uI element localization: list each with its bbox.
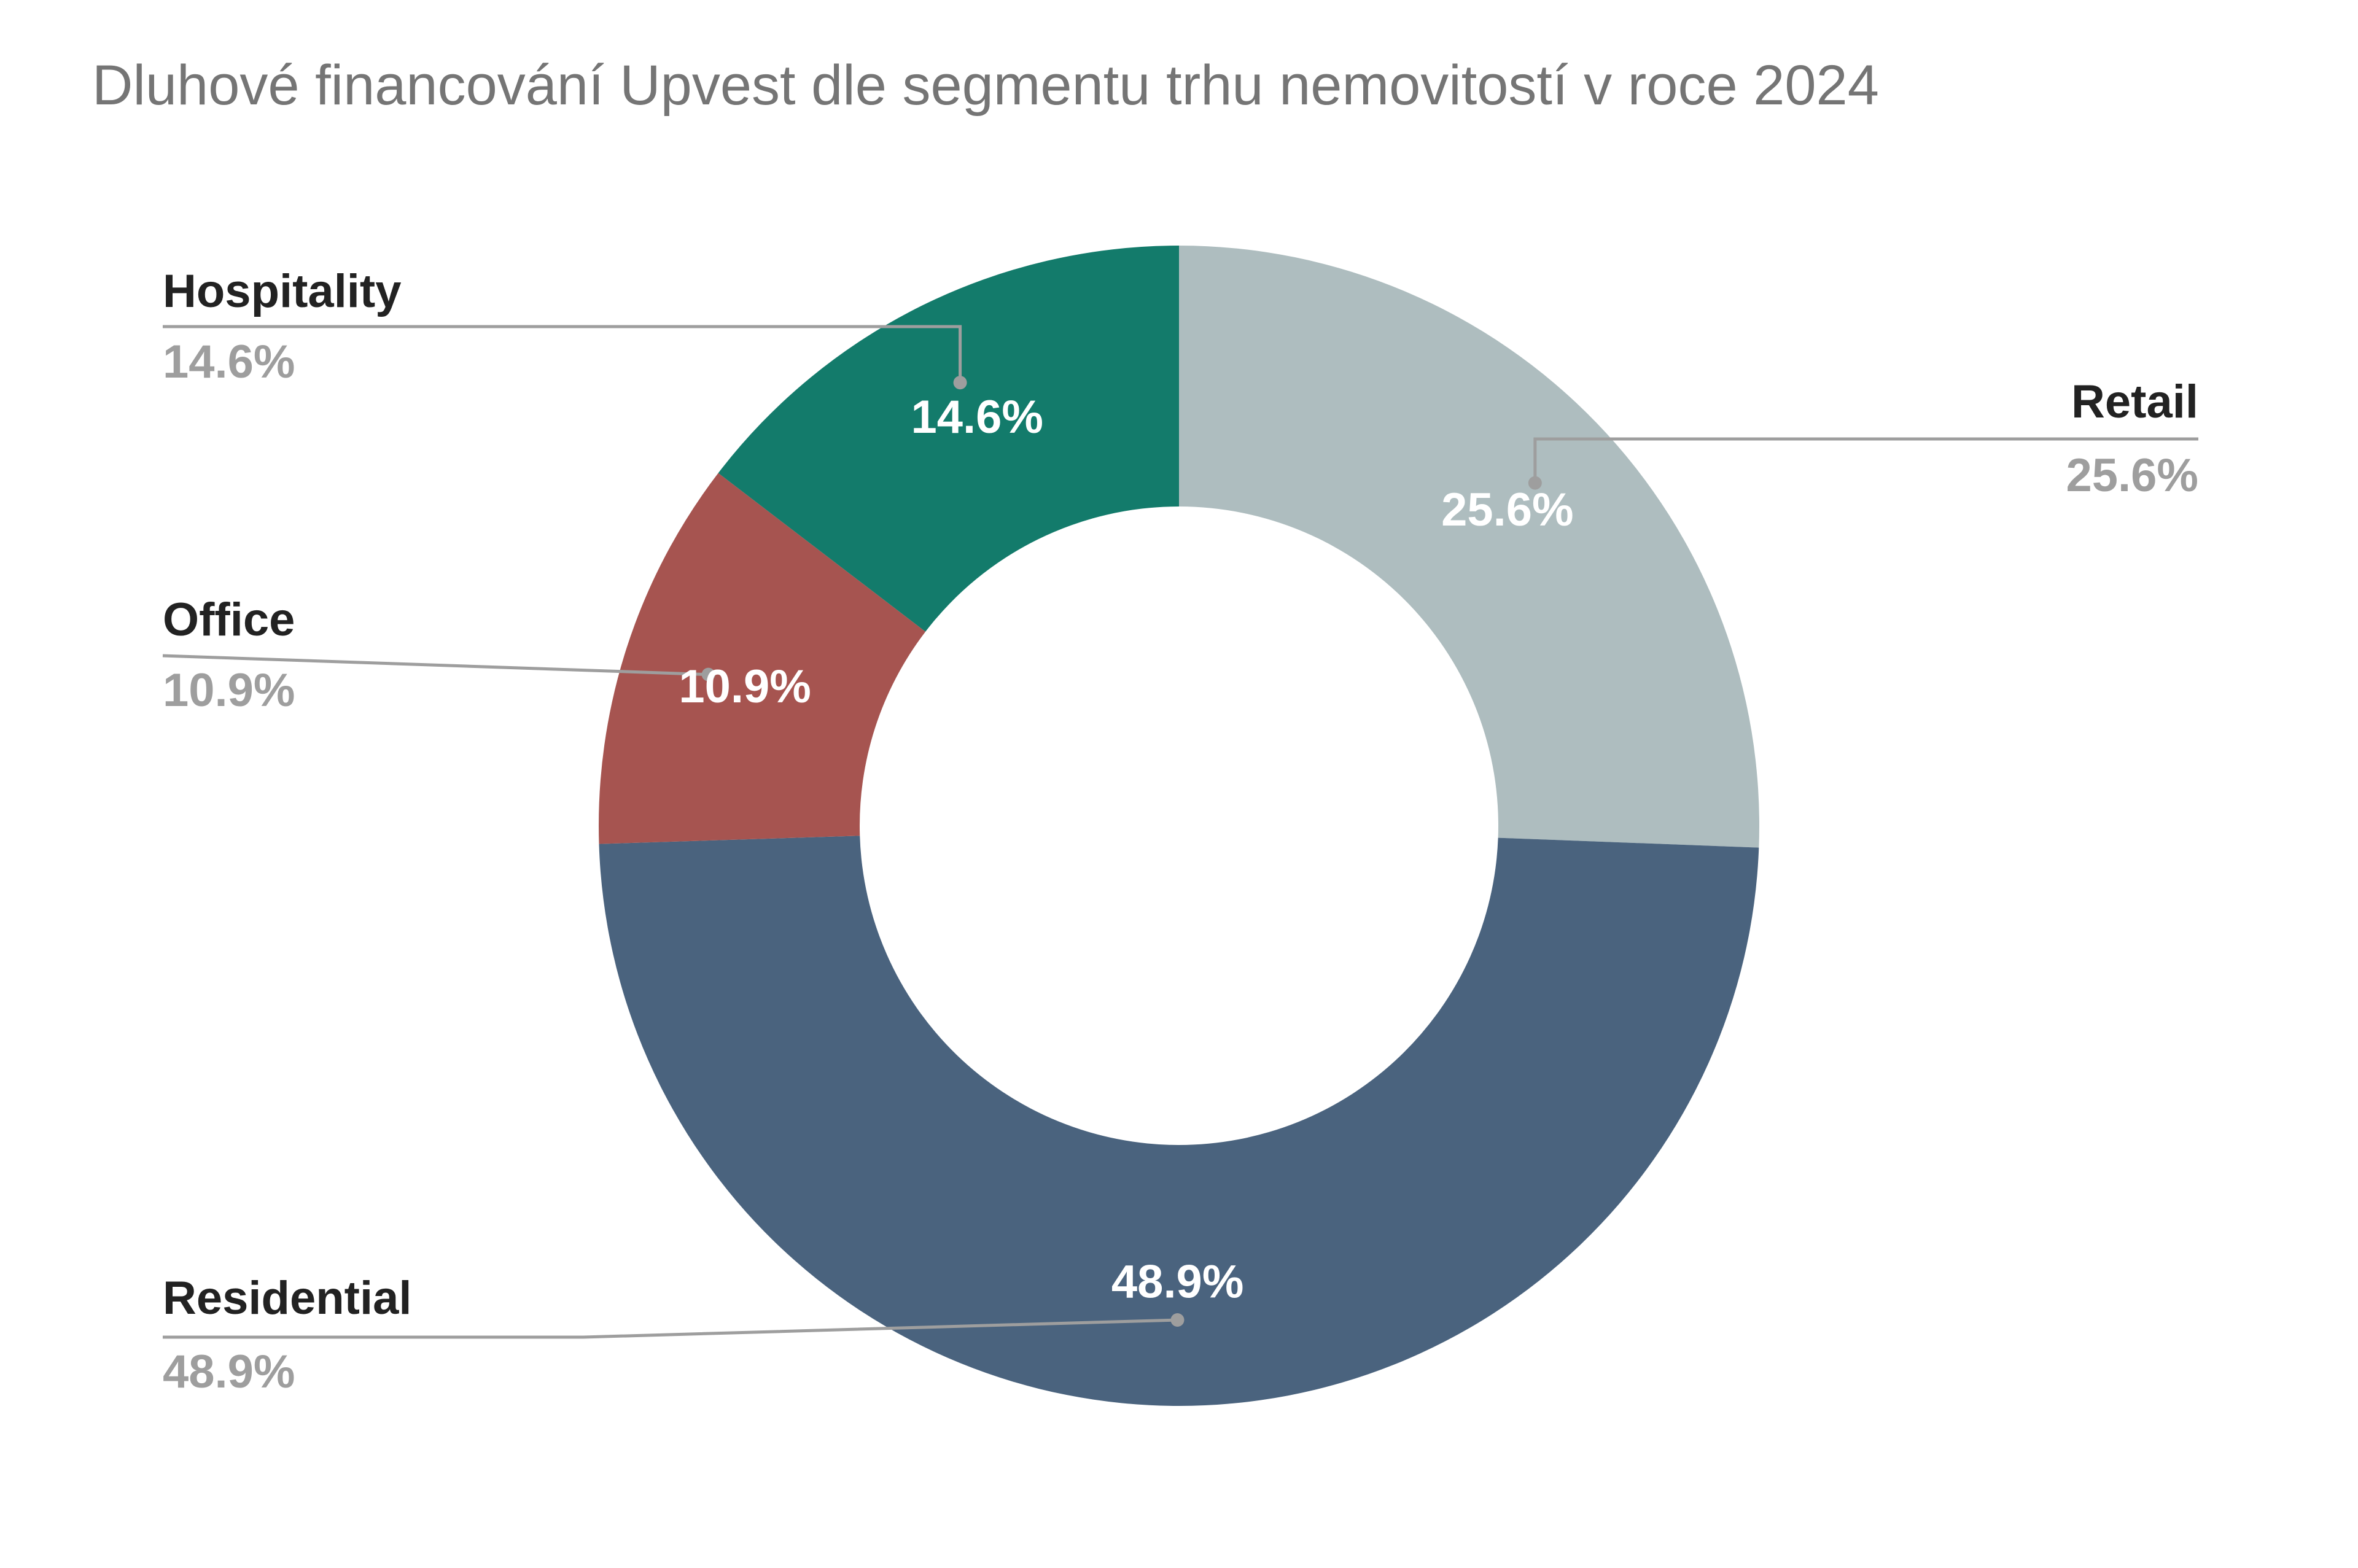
category-label-office: Office	[163, 594, 295, 646]
data-label-hospitality: 14.6%	[911, 391, 1044, 443]
slice-retail	[1179, 246, 1759, 848]
category-percent-retail: 25.6%	[2066, 449, 2199, 502]
category-percent-residential: 48.9%	[163, 1346, 295, 1398]
category-label-hospitality: Hospitality	[163, 265, 402, 317]
category-percent-office: 10.9%	[163, 664, 295, 716]
slice-hospitality	[718, 246, 1179, 632]
leader-line-retail	[1533, 437, 2198, 483]
leader-line-residential	[163, 1318, 1178, 1339]
category-percent-hospitality: 14.6%	[163, 336, 295, 388]
chart-title: Dluhové financování Upvest dle segmentu …	[92, 54, 1879, 117]
data-label-office: 10.9%	[679, 661, 811, 713]
slice-labels: 25.6% Retail 25.6% 48.9% Residential 48.9% 10.…	[163, 265, 2198, 1398]
slice-residential	[599, 836, 1759, 1407]
slice-office	[599, 473, 926, 844]
leader-line-hospitality	[163, 325, 962, 383]
leader-lines	[162, 325, 2198, 1339]
leader-line-office	[162, 654, 709, 677]
category-label-residential: Residential	[163, 1272, 411, 1324]
donut-slices	[599, 246, 1759, 1407]
data-label-retail: 25.6%	[1441, 484, 1574, 536]
data-label-residential: 48.9%	[1111, 1256, 1244, 1308]
category-label-retail: Retail	[2071, 376, 2198, 428]
